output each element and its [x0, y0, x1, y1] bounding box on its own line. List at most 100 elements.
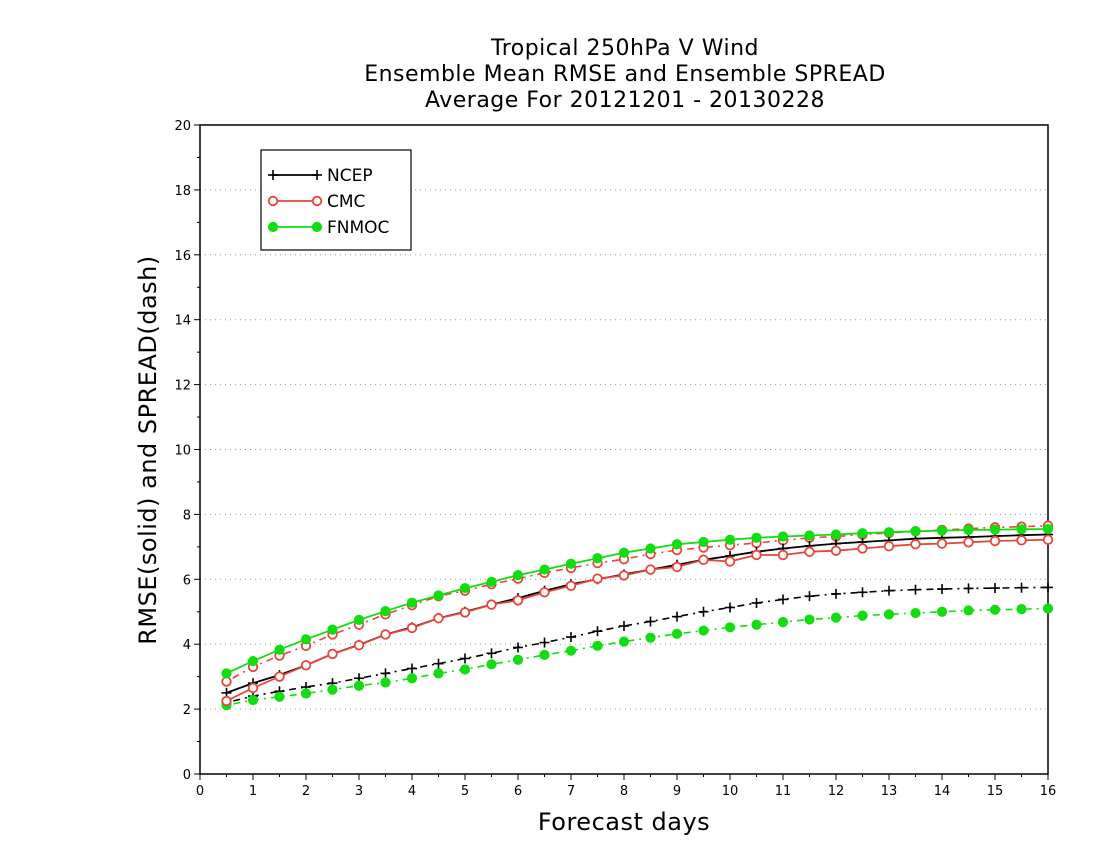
data-point-ncep-spread [910, 584, 921, 595]
data-point-fnmoc-spread [1042, 603, 1054, 614]
data-point-ncep-spread [1043, 582, 1053, 593]
data-point-ncep-spread [725, 602, 735, 613]
data-point-fnmoc-spread [989, 604, 1001, 615]
data-point-cmc-rmse [512, 595, 524, 606]
x-tick-label: 12 [828, 784, 845, 799]
legend-marker-fnmoc [267, 221, 279, 233]
data-point-ncep-spread [486, 648, 497, 659]
data-point-ncep-spread [804, 591, 815, 602]
data-point-fnmoc-rmse [618, 547, 630, 558]
data-point-fnmoc-spread [645, 632, 656, 643]
legend-box [260, 149, 412, 251]
y-tick-label: 18 [174, 184, 191, 199]
data-point-fnmoc-rmse [804, 530, 815, 541]
data-point-cmc-rmse [1042, 534, 1054, 545]
x-tick-label: 9 [673, 784, 681, 799]
data-point-cmc-rmse [353, 639, 365, 651]
x-tick-label: 3 [355, 784, 363, 799]
legend-marker-ncep [312, 170, 322, 180]
data-point-fnmoc-spread [857, 610, 868, 621]
chart-title-line-2: Ensemble Mean RMSE and Ensemble SPREAD [364, 62, 886, 87]
data-point-fnmoc-rmse [751, 532, 762, 543]
y-tick-label: 20 [174, 119, 191, 134]
data-point-fnmoc-spread [300, 688, 312, 699]
data-point-fnmoc-spread [910, 607, 921, 619]
data-point-fnmoc-rmse [963, 524, 974, 536]
data-point-ncep-spread [619, 621, 629, 632]
data-point-cmc-rmse [751, 549, 762, 561]
data-point-fnmoc-rmse [300, 634, 312, 645]
data-point-ncep-spread [937, 584, 947, 595]
series-layer [221, 520, 1054, 711]
data-point-fnmoc-spread [777, 617, 789, 628]
data-point-cmc-rmse [565, 580, 577, 591]
x-tick-label: 1 [249, 784, 257, 799]
data-point-fnmoc-spread [804, 614, 815, 625]
data-point-ncep-spread [778, 594, 788, 605]
data-point-cmc-spread [221, 676, 232, 687]
data-point-fnmoc-spread [459, 664, 471, 675]
data-point-ncep-spread [513, 642, 523, 653]
data-point-fnmoc-spread [751, 619, 762, 630]
data-point-ncep-spread [592, 626, 603, 637]
data-point-cmc-rmse [936, 538, 948, 549]
data-point-fnmoc-rmse [936, 525, 948, 536]
data-point-fnmoc-rmse [512, 569, 524, 581]
y-tick-label: 2 [183, 703, 191, 718]
chart-title-line-3: Average For 20121201 - 20130228 [424, 88, 826, 113]
x-tick-label: 6 [514, 784, 522, 799]
legend: NCEP CMC FNMOC [260, 149, 412, 251]
data-point-fnmoc-rmse [671, 539, 683, 550]
data-point-fnmoc-rmse [221, 668, 232, 679]
legend-marker-ncep [268, 170, 278, 180]
x-tick-label: 4 [408, 784, 416, 799]
data-point-cmc-rmse [300, 660, 312, 671]
y-tick-label: 0 [183, 768, 191, 783]
data-point-fnmoc-rmse [380, 606, 391, 617]
data-point-fnmoc-rmse [724, 534, 736, 545]
data-point-cmc-rmse [539, 587, 550, 598]
data-point-cmc-rmse [221, 695, 232, 707]
data-point-fnmoc-spread [724, 622, 736, 633]
data-point-ncep-spread [407, 663, 417, 674]
data-point-ncep-spread [672, 611, 682, 622]
data-point-fnmoc-rmse [327, 624, 338, 635]
data-point-ncep-spread [1016, 582, 1027, 593]
data-point-ncep-spread [884, 585, 894, 596]
x-tick-label: 0 [196, 784, 204, 799]
data-point-ncep-spread [566, 632, 576, 643]
data-point-fnmoc-spread [353, 680, 365, 691]
data-point-ncep-spread [539, 637, 550, 648]
y-tick-label: 8 [183, 508, 191, 523]
x-tick-label: 8 [620, 784, 628, 799]
data-point-fnmoc-rmse [1016, 524, 1027, 535]
data-point-cmc-rmse [247, 682, 259, 694]
data-point-fnmoc-spread [963, 605, 974, 616]
y-axis-label: RMSE(solid) and SPREAD(dash) [134, 255, 162, 645]
x-tick-label: 7 [567, 784, 575, 799]
data-point-fnmoc-spread [327, 684, 338, 695]
data-point-cmc-rmse [433, 613, 444, 624]
data-point-cmc-rmse [804, 546, 815, 557]
series-line-ncep-spread [226, 586, 1049, 704]
x-tick-label: 5 [461, 784, 469, 799]
data-point-cmc-rmse [671, 561, 683, 573]
data-point-cmc-rmse [618, 570, 630, 581]
data-point-fnmoc-rmse [247, 655, 259, 667]
data-point-cmc-rmse [724, 556, 736, 567]
data-point-cmc-rmse [1016, 535, 1027, 546]
y-tick-label: 10 [174, 444, 191, 459]
data-point-fnmoc-rmse [539, 564, 550, 575]
data-point-fnmoc-spread [433, 668, 444, 679]
data-point-fnmoc-rmse [989, 524, 1001, 535]
data-point-fnmoc-rmse [698, 536, 709, 548]
x-tick-label: 15 [987, 784, 1004, 799]
data-point-cmc-rmse [406, 622, 418, 634]
data-point-fnmoc-rmse [459, 582, 471, 594]
data-point-cmc-rmse [459, 607, 471, 618]
legend-marker-cmc [267, 195, 279, 207]
data-point-ncep-spread [963, 583, 974, 594]
y-tick-label: 16 [174, 249, 191, 264]
series-line-cmc-rmse [226, 538, 1049, 702]
